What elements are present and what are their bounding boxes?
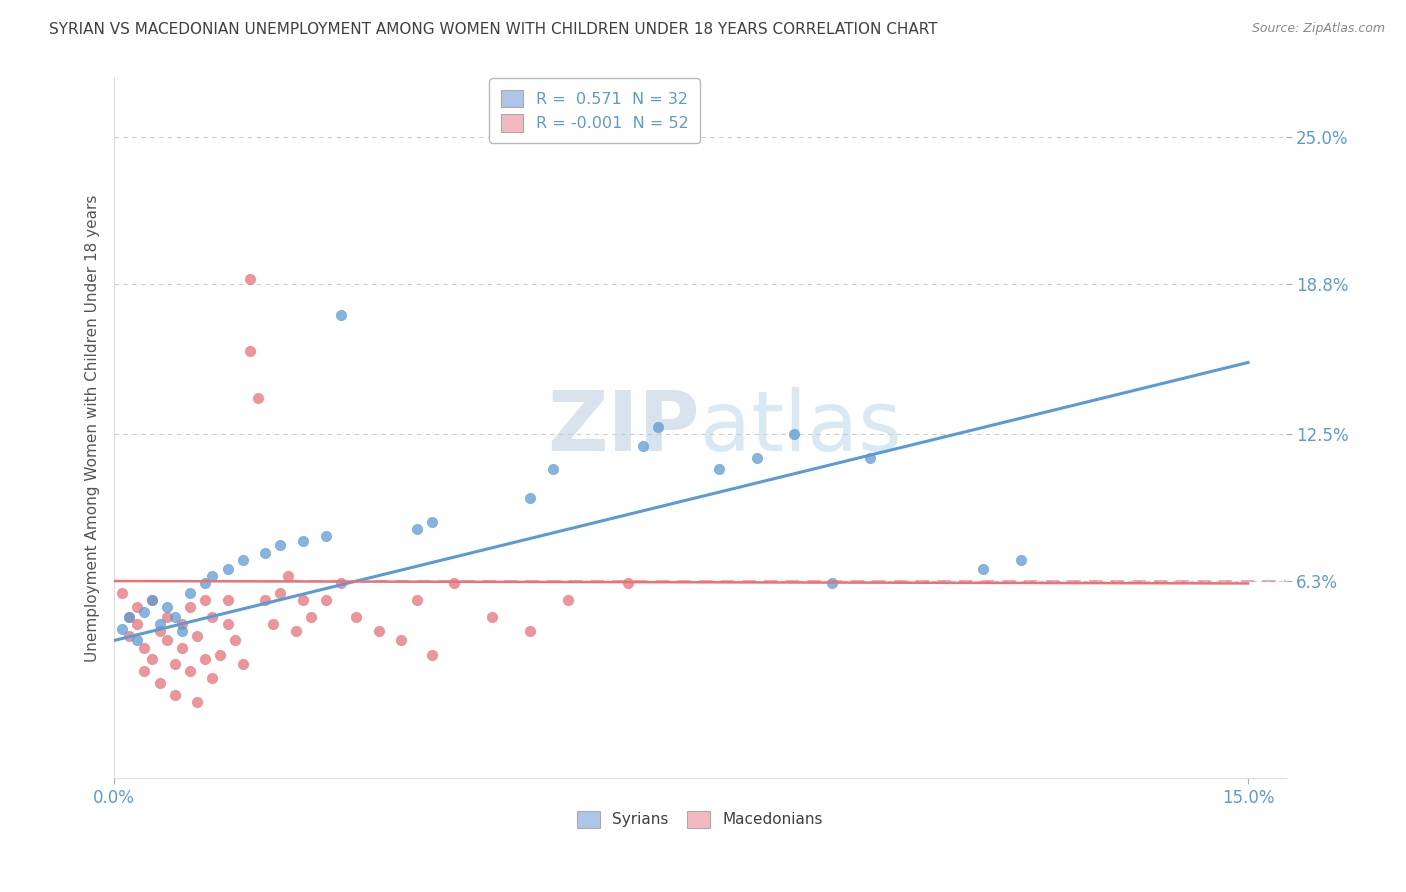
Point (156, 600, 179, 615)
Point (194, 593, 217, 607)
Point (156, 633, 179, 648)
Point (557, 593, 579, 607)
Point (208, 648, 231, 662)
Point (239, 272, 262, 286)
Text: Source: ZipAtlas.com: Source: ZipAtlas.com (1251, 22, 1385, 36)
Point (246, 391, 269, 405)
Point (179, 586, 201, 600)
Point (1010, 552, 1032, 566)
Point (859, 450, 882, 465)
Point (292, 593, 315, 607)
Point (201, 672, 224, 686)
Point (972, 562, 994, 576)
Point (118, 609, 141, 624)
Point (232, 552, 254, 566)
Point (118, 629, 141, 643)
Text: atlas: atlas (700, 387, 901, 468)
Point (277, 569, 299, 583)
Point (194, 576, 217, 591)
Point (405, 593, 427, 607)
Point (134, 605, 156, 619)
Text: ZIP: ZIP (547, 387, 700, 468)
Point (262, 616, 284, 631)
Point (217, 616, 239, 631)
Point (420, 515, 443, 529)
Point (344, 609, 367, 624)
Point (179, 600, 201, 615)
Text: SYRIAN VS MACEDONIAN UNEMPLOYMENT AMONG WOMEN WITH CHILDREN UNDER 18 YEARS CORRE: SYRIAN VS MACEDONIAN UNEMPLOYMENT AMONG … (49, 22, 938, 37)
Point (111, 586, 134, 600)
Point (239, 343, 262, 358)
Point (186, 695, 208, 709)
Point (707, 462, 730, 476)
Point (217, 562, 239, 576)
Point (299, 609, 322, 624)
Point (201, 569, 224, 583)
Point (125, 633, 148, 648)
Point (367, 624, 389, 638)
Point (156, 609, 179, 624)
Point (179, 665, 201, 679)
Point (148, 676, 170, 690)
Point (141, 593, 163, 607)
Point (118, 609, 141, 624)
Point (134, 640, 156, 655)
Point (172, 616, 194, 631)
Point (329, 576, 352, 591)
Point (443, 576, 465, 591)
Point (172, 640, 194, 655)
Point (269, 586, 291, 600)
Point (148, 616, 170, 631)
Point (481, 609, 503, 624)
Point (125, 600, 148, 615)
Legend: Syrians, Macedonians: Syrians, Macedonians (571, 805, 830, 834)
Point (647, 419, 669, 434)
Point (315, 529, 337, 543)
Point (186, 629, 208, 643)
Point (163, 609, 186, 624)
Point (111, 622, 134, 636)
Point (125, 616, 148, 631)
Point (783, 426, 806, 441)
Point (163, 688, 186, 702)
Point (254, 593, 277, 607)
Point (201, 609, 224, 624)
Y-axis label: Unemployment Among Women with Children Under 18 years: Unemployment Among Women with Children U… (86, 194, 100, 662)
Point (420, 648, 443, 662)
Point (541, 462, 564, 476)
Point (745, 450, 768, 465)
Point (134, 665, 156, 679)
Point (292, 533, 315, 548)
Point (519, 624, 541, 638)
Point (821, 576, 844, 591)
Point (254, 545, 277, 559)
Point (148, 624, 170, 638)
Point (269, 538, 291, 552)
Point (224, 633, 246, 648)
Point (141, 593, 163, 607)
Point (391, 633, 413, 648)
Point (617, 576, 640, 591)
Point (232, 657, 254, 672)
Point (163, 657, 186, 672)
Point (633, 439, 655, 453)
Point (172, 624, 194, 638)
Point (141, 652, 163, 666)
Point (194, 652, 217, 666)
Point (217, 593, 239, 607)
Point (315, 593, 337, 607)
Point (329, 308, 352, 322)
Point (519, 491, 541, 505)
Point (284, 624, 307, 638)
Point (405, 522, 427, 536)
